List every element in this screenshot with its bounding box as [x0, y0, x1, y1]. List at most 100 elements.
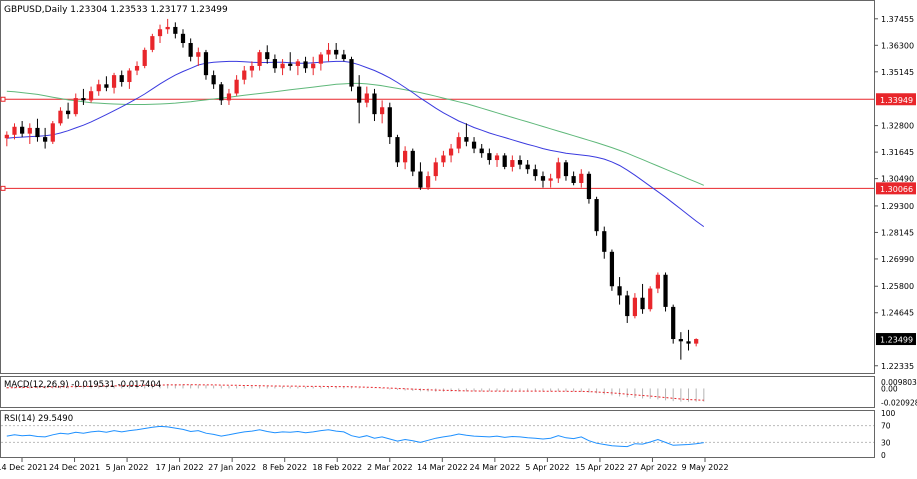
main-pane[interactable]	[0, 18, 874, 360]
candle-body	[678, 339, 683, 342]
price-axis[interactable]: 1.37455 1.36300 1.35145 1.33949 1.32800 1.316…	[874, 15, 916, 371]
candle	[341, 49, 346, 62]
candle-body	[173, 26, 178, 34]
candle-body	[180, 33, 186, 44]
candle-body	[65, 110, 71, 115]
candle-body	[73, 98, 78, 115]
hline-price-label: 1.33949	[880, 96, 913, 105]
candle-body	[479, 148, 484, 154]
candle	[494, 153, 500, 167]
candle	[334, 43, 339, 60]
candle-body	[617, 286, 622, 296]
candle-body	[35, 127, 40, 138]
candle-body	[663, 274, 668, 307]
candle	[671, 304, 676, 344]
rsi-pane-frame	[0, 410, 875, 458]
candle-body	[510, 160, 515, 167]
candle	[211, 70, 216, 89]
candle-body	[441, 155, 446, 163]
candle	[686, 329, 691, 351]
candle	[203, 49, 209, 80]
candle-body	[249, 65, 255, 71]
candle-body	[188, 43, 193, 57]
candle-body	[104, 84, 109, 88]
candle-body	[326, 49, 331, 55]
candle	[479, 143, 484, 158]
candle	[257, 49, 262, 71]
candle-body	[272, 59, 278, 69]
candle	[288, 52, 293, 71]
time-tick-label: 24 Dec 2021	[49, 463, 100, 472]
candle-body	[380, 107, 385, 115]
candle-body	[448, 148, 454, 156]
candle	[502, 153, 507, 170]
price-tick-label: 1.35145	[881, 68, 914, 77]
candle-body	[257, 52, 262, 66]
candle	[173, 22, 178, 39]
candle-body	[58, 110, 63, 124]
candle	[364, 86, 369, 108]
candle	[387, 102, 392, 144]
candle	[295, 59, 300, 76]
candle	[326, 43, 331, 62]
hline-price-label: 1.30066	[880, 185, 913, 194]
price-tick-label: 1.22335	[881, 362, 914, 371]
candle	[648, 286, 653, 312]
candle-body	[318, 54, 323, 64]
candle	[157, 24, 163, 44]
macd-pane-frame	[0, 376, 875, 408]
candle-body	[311, 63, 316, 69]
candle-body	[341, 54, 346, 60]
candle-body	[157, 29, 163, 37]
rsi-tick-label: 70	[881, 422, 891, 431]
time-tick-label: 5 Jan 2022	[106, 463, 149, 472]
candle	[617, 277, 622, 305]
macd-tick-label: 0.009803	[881, 378, 917, 387]
rsi-pane[interactable]: 100 70 30 0	[1, 409, 896, 460]
candle	[12, 123, 17, 140]
candle-body	[111, 75, 117, 88]
candle	[272, 54, 278, 73]
candle	[625, 290, 630, 323]
candle	[471, 137, 477, 154]
candle-body	[288, 63, 293, 66]
candle-body	[571, 176, 576, 183]
candle-body	[165, 26, 170, 30]
candle-body	[494, 155, 500, 161]
main-pane-frame	[0, 0, 875, 374]
candle	[694, 338, 699, 347]
candle-body	[234, 79, 239, 94]
level-line-handle	[0, 185, 6, 191]
candle	[180, 29, 186, 48]
candle	[265, 45, 270, 64]
time-tick-label: 27 Jan 2022	[208, 463, 256, 472]
hline-price-tag	[876, 182, 916, 195]
candle	[602, 226, 607, 259]
candle	[525, 160, 530, 174]
candle	[372, 88, 377, 122]
candle	[433, 157, 438, 181]
macd-tick-label: -0.020928	[881, 399, 917, 408]
time-axis[interactable]: 14 Dec 2021 24 Dec 2021 5 Jan 2022 17 Jan 2…	[0, 458, 729, 472]
candle-body	[686, 341, 691, 344]
candle-body	[540, 176, 546, 181]
candle-body	[81, 98, 86, 101]
price-tick-label: 1.30490	[881, 175, 914, 184]
candle-body	[196, 52, 201, 57]
candle-body	[357, 86, 362, 103]
candle-body	[349, 59, 354, 87]
candle-body	[433, 162, 438, 177]
candle	[111, 72, 117, 94]
candle	[280, 59, 285, 76]
candle	[517, 155, 523, 170]
candle-body	[43, 137, 48, 142]
candle-body	[119, 75, 124, 83]
price-tick-label: 1.36300	[881, 41, 914, 50]
candle-body	[533, 169, 538, 177]
time-tick-label: 9 May 2022	[681, 463, 728, 472]
candle	[73, 93, 78, 117]
hline-price-tag	[876, 93, 916, 106]
candle	[640, 283, 645, 314]
